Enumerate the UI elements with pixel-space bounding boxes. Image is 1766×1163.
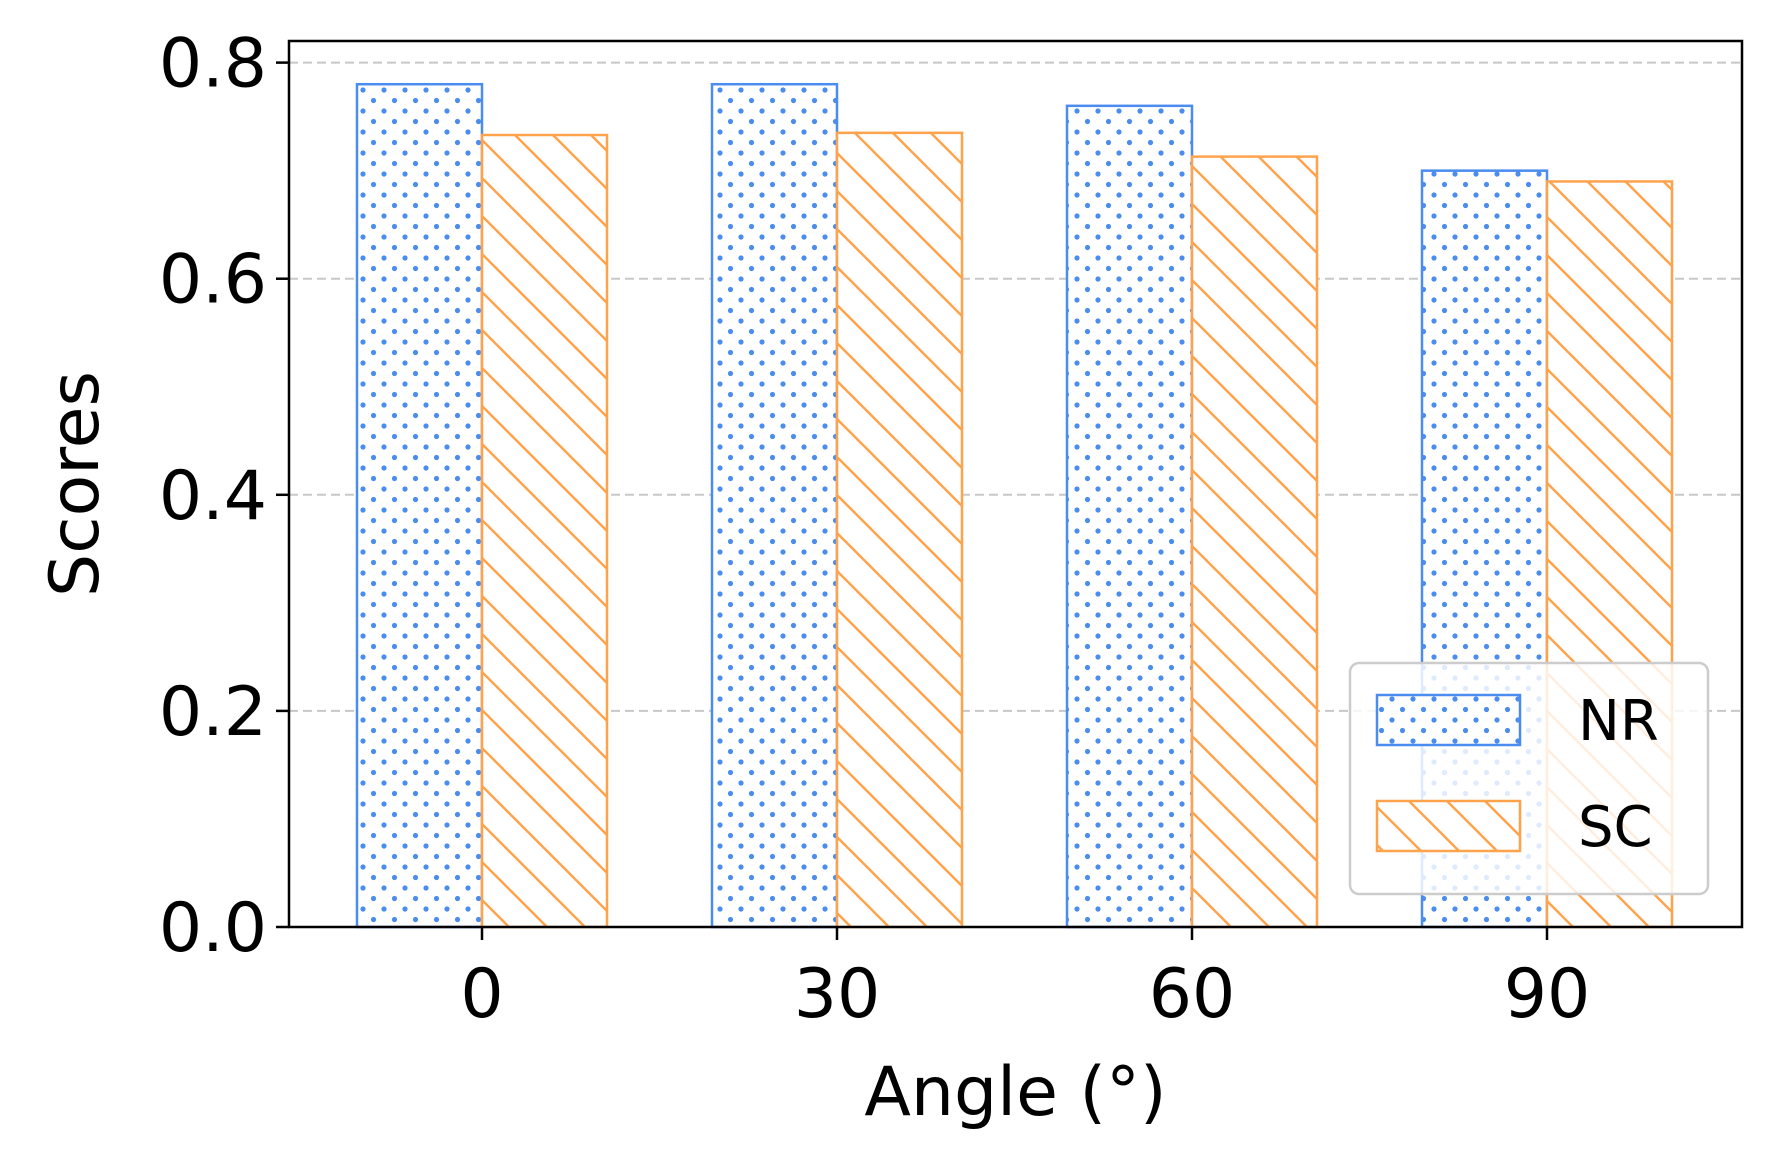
- y-tick-label: 0.0: [159, 889, 267, 968]
- x-tick-label: 90: [1504, 955, 1591, 1034]
- bar-nr-0: [355, 82, 484, 929]
- plot-frame: [287, 39, 1744, 929]
- bar-sc-0: [480, 133, 609, 929]
- bar-nr-30: [710, 82, 839, 929]
- bar-sc-30: [835, 131, 964, 929]
- y-tick-label: 0.6: [159, 241, 267, 320]
- x-tick-label: 60: [1149, 955, 1236, 1034]
- y-axis: 0.0 0.2 0.4 0.6 0.8: [159, 25, 289, 968]
- bar-sc-60: [1190, 155, 1319, 929]
- legend-swatch-nr: [1375, 693, 1522, 747]
- legend-label-sc: SC: [1578, 795, 1653, 860]
- legend: NR SC: [1348, 661, 1710, 896]
- x-tick-label: 0: [460, 955, 503, 1034]
- legend-label-nr: NR: [1578, 689, 1659, 754]
- y-tick-label: 0.4: [159, 457, 267, 536]
- x-axis-label: Angle (°): [864, 1053, 1166, 1132]
- bars: [355, 82, 1674, 929]
- y-tick-label: 0.2: [159, 673, 267, 752]
- bar-nr-60: [1065, 104, 1194, 929]
- y-axis-label: Scores: [36, 371, 115, 597]
- y-tick-label: 0.8: [159, 25, 267, 104]
- x-axis: 0 30 60 90: [460, 927, 1590, 1034]
- x-tick-label: 30: [794, 955, 881, 1034]
- legend-swatch-sc: [1375, 799, 1522, 853]
